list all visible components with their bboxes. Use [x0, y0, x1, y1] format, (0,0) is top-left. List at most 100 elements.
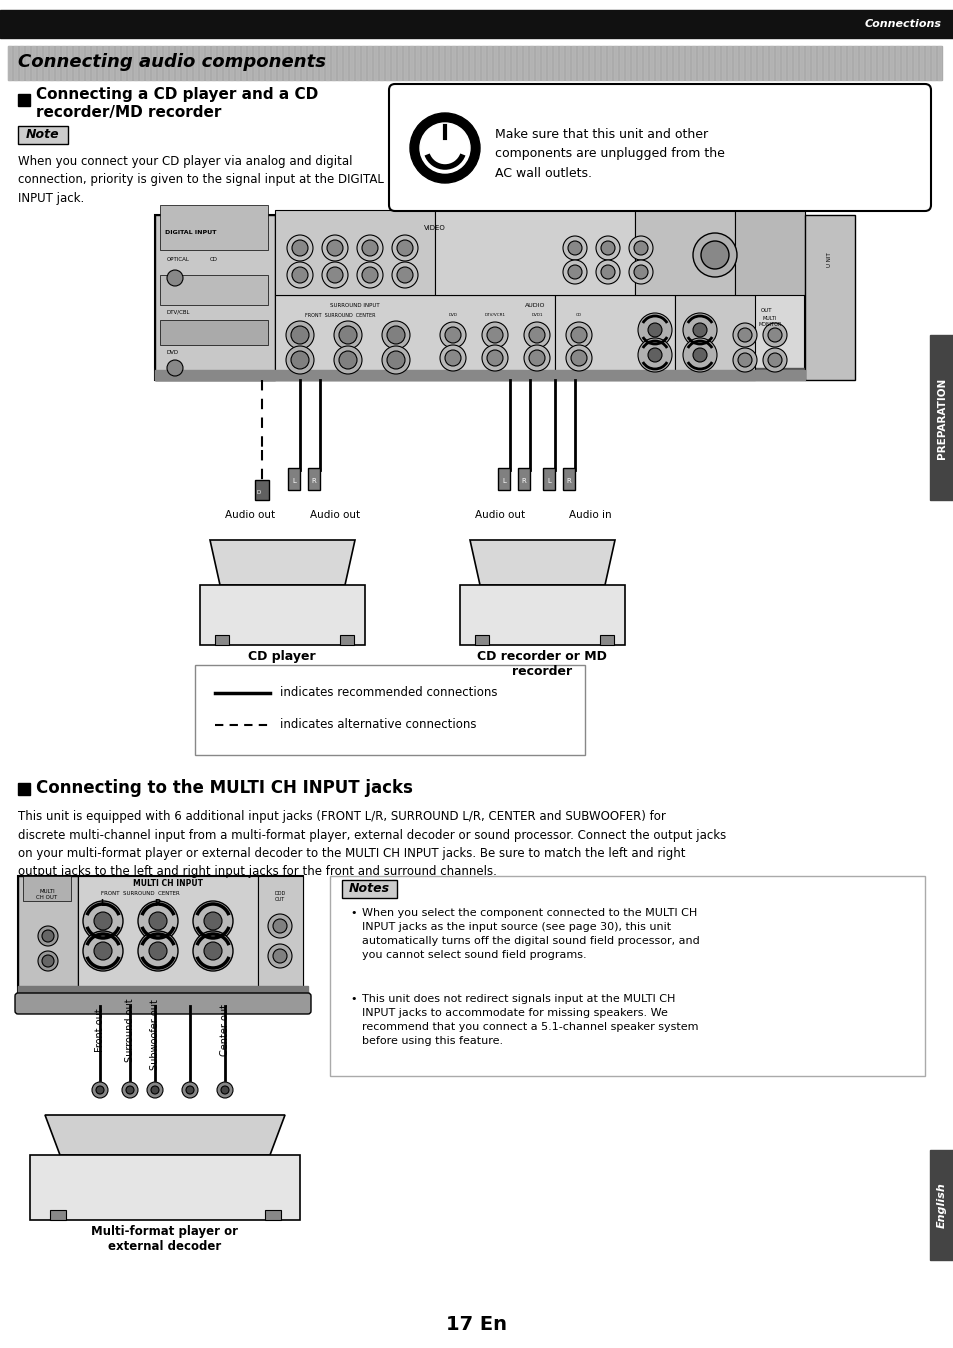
Text: Surround out: Surround out [125, 998, 135, 1062]
Circle shape [732, 348, 757, 372]
Circle shape [327, 267, 343, 283]
Bar [769, 46, 772, 80]
Bar [745, 46, 748, 80]
Circle shape [486, 328, 502, 342]
Bar [379, 46, 382, 80]
Bar [146, 46, 149, 80]
Circle shape [762, 348, 786, 372]
Text: CD: CD [576, 313, 581, 317]
Circle shape [738, 353, 751, 367]
Circle shape [439, 345, 465, 371]
Bar [160, 205, 268, 249]
Text: OPTICAL: OPTICAL [167, 257, 190, 262]
Bar [175, 46, 179, 80]
Bar [374, 46, 376, 80]
Bar [230, 46, 233, 80]
Circle shape [322, 235, 348, 262]
Circle shape [600, 266, 615, 279]
Bar [26, 46, 29, 80]
Bar [901, 46, 904, 80]
Text: Connecting audio components: Connecting audio components [18, 53, 326, 71]
Bar [787, 46, 790, 80]
Bar [339, 635, 354, 644]
Text: MULTI
MONITOR: MULTI MONITOR [758, 315, 781, 326]
Polygon shape [210, 541, 355, 585]
Text: Connecting to the MULTI CH INPUT jacks: Connecting to the MULTI CH INPUT jacks [36, 779, 413, 797]
Circle shape [273, 919, 287, 933]
Bar [128, 46, 131, 80]
Circle shape [356, 262, 382, 288]
Bar [68, 46, 71, 80]
Circle shape [149, 913, 167, 930]
Bar [160, 275, 268, 305]
Bar [350, 46, 353, 80]
Bar [434, 46, 436, 80]
Text: Make sure that this unit and other
components are unplugged from the
AC wall out: Make sure that this unit and other compo… [495, 128, 724, 181]
Bar [133, 46, 137, 80]
Bar [265, 1211, 281, 1220]
Circle shape [634, 266, 647, 279]
Circle shape [565, 322, 592, 348]
Bar [661, 46, 664, 80]
Text: R: R [521, 479, 526, 484]
Circle shape [291, 326, 309, 344]
Circle shape [647, 324, 661, 337]
Circle shape [204, 913, 222, 930]
Bar [505, 46, 509, 80]
Circle shape [571, 350, 586, 367]
Bar [709, 46, 712, 80]
Bar [308, 468, 319, 491]
Bar [793, 46, 796, 80]
Bar [889, 46, 892, 80]
Bar [56, 46, 59, 80]
Text: D: D [256, 491, 261, 496]
Text: DTV/VCR1: DTV/VCR1 [484, 313, 505, 317]
Circle shape [529, 328, 544, 342]
Circle shape [193, 931, 233, 971]
Bar [877, 46, 880, 80]
Circle shape [486, 350, 502, 367]
Bar [763, 46, 766, 80]
Bar [919, 46, 923, 80]
Circle shape [287, 235, 313, 262]
Bar [160, 319, 268, 345]
Bar [403, 46, 407, 80]
Circle shape [634, 241, 647, 255]
Bar [308, 46, 311, 80]
Bar [200, 46, 203, 80]
Bar [154, 368, 804, 380]
Circle shape [147, 1082, 163, 1099]
Bar [555, 295, 675, 380]
Bar [929, 336, 953, 500]
Text: FRONT  SURROUND  CENTER: FRONT SURROUND CENTER [305, 313, 375, 318]
Text: Multi-format player or
external decoder: Multi-format player or external decoder [91, 1225, 238, 1254]
Text: R: R [312, 479, 316, 484]
Bar [775, 46, 779, 80]
Bar [512, 46, 515, 80]
Circle shape [682, 338, 717, 372]
Circle shape [42, 930, 54, 942]
Text: AUDIO: AUDIO [524, 303, 545, 307]
Bar [530, 46, 533, 80]
Circle shape [600, 241, 615, 255]
Text: When you select the component connected to the MULTI CH
INPUT jacks as the input: When you select the component connected … [361, 909, 699, 960]
Bar [565, 46, 568, 80]
Bar [98, 46, 101, 80]
Circle shape [151, 1086, 159, 1095]
Text: CD player: CD player [248, 650, 315, 663]
Bar [716, 46, 719, 80]
Circle shape [628, 236, 652, 260]
Bar [38, 46, 41, 80]
Bar [805, 46, 808, 80]
Circle shape [692, 233, 737, 276]
Bar [337, 46, 340, 80]
Text: Connections: Connections [864, 19, 941, 30]
Bar [619, 46, 622, 80]
Bar [578, 46, 580, 80]
Bar [463, 46, 467, 80]
Circle shape [167, 360, 183, 376]
Bar [8, 46, 941, 80]
Circle shape [565, 345, 592, 371]
Bar [931, 46, 934, 80]
Circle shape [268, 914, 292, 938]
